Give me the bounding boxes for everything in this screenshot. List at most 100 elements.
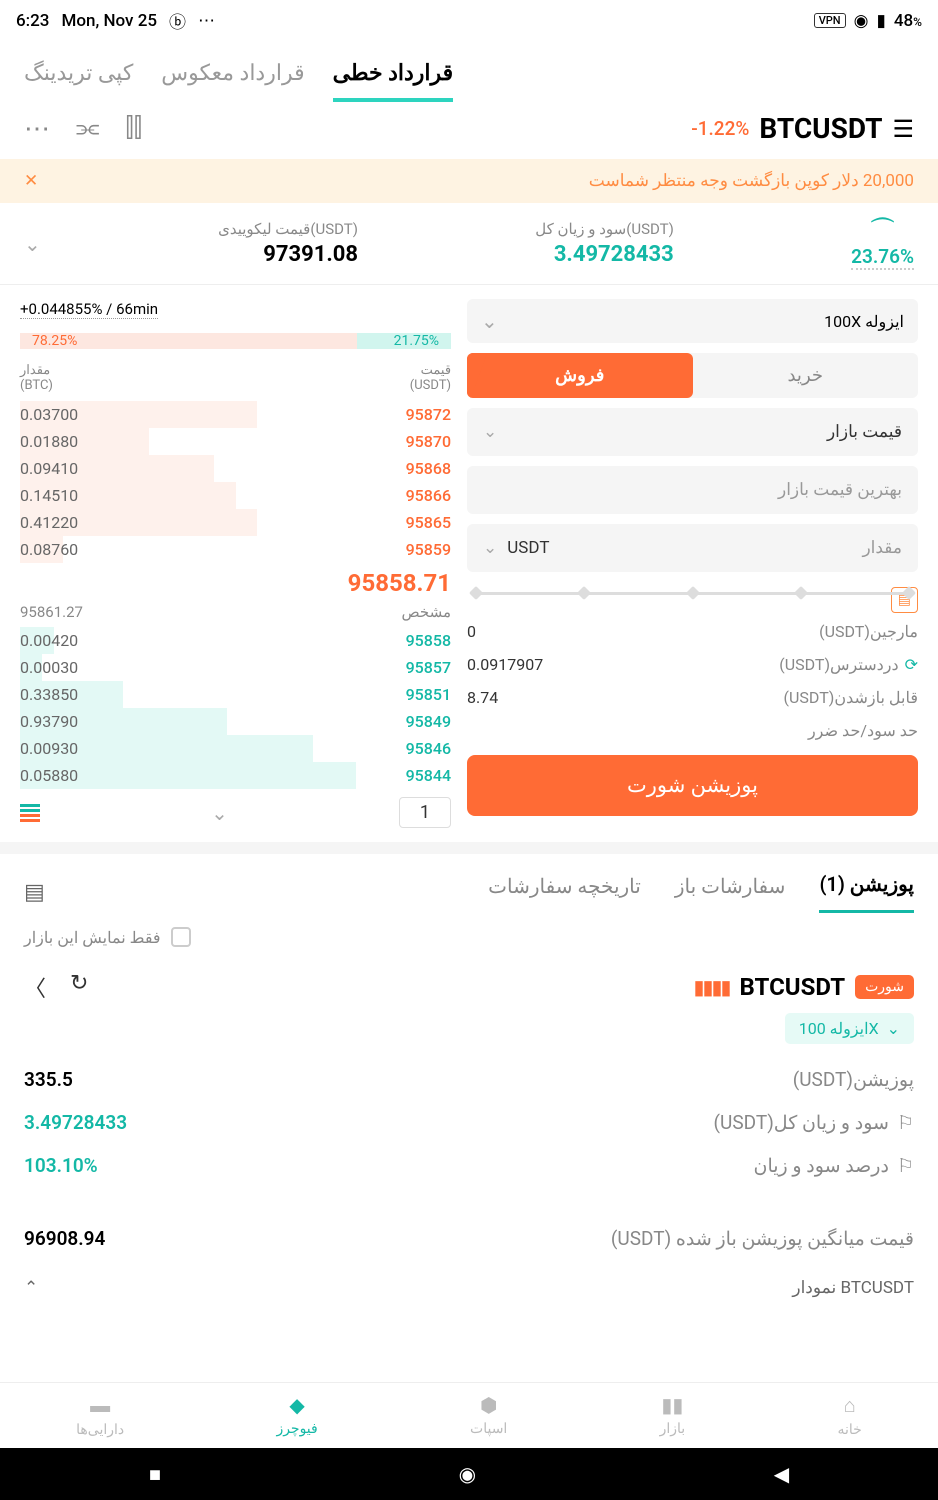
available-label: ⟳دردسترس(USDT) xyxy=(779,655,918,674)
status-bar: 6:23 Mon, Nov 25 ⓑ ⋯ VPN ◉ ▮ 48% xyxy=(0,0,938,41)
ask-row[interactable]: 0.4122095865 xyxy=(20,509,451,536)
nav-futures[interactable]: ◆فیوچرز xyxy=(276,1393,317,1438)
sell-ratio: 78.25% xyxy=(20,333,357,349)
nav-home[interactable]: ⌂خانه xyxy=(838,1393,862,1438)
available-value: 0.0917907 xyxy=(467,655,543,674)
link-icon[interactable]: ⫘ xyxy=(76,113,99,144)
position-size-value: 335.5 xyxy=(24,1068,73,1091)
ask-row[interactable]: 0.1451095866 xyxy=(20,482,451,509)
more-icon[interactable]: ⋯ xyxy=(24,114,50,144)
total-pnl-label: سود و زیان کل(USDT) xyxy=(535,220,674,238)
mark-label: مشخص xyxy=(402,603,451,621)
margin-label: مارجین(USDT) xyxy=(819,622,918,641)
bottom-navigation: ▬دارایی‌ها ◆فیوچرز ⬢اسپات ▮▮بازار ⌂خانه xyxy=(0,1382,938,1448)
notice-close[interactable]: ✕ xyxy=(24,171,38,191)
vpn-icon: VPN xyxy=(814,13,846,28)
buy-ratio: 21.75% xyxy=(357,333,451,349)
bid-row[interactable]: 0.3385095851 xyxy=(20,681,451,708)
android-back[interactable]: ◀ xyxy=(774,1462,789,1486)
clipboard-icon[interactable]: ▤ xyxy=(24,880,45,905)
back-icon[interactable]: 〈 xyxy=(24,971,46,1003)
status-date: Mon, Nov 25 xyxy=(61,11,157,31)
bid-row[interactable]: 0.0588095844 xyxy=(20,762,451,789)
filter-label: فقط نمایش این بازار xyxy=(24,928,161,947)
pair-menu-icon[interactable]: ☰ xyxy=(892,115,914,143)
promo-notice[interactable]: 20,000 دلار کوپن بازگشت وجه منتظر شماست … xyxy=(0,159,938,203)
tab-inverse[interactable]: قرارداد معکوس xyxy=(161,61,304,102)
liquidation-value: 97391.08 xyxy=(218,242,358,267)
contract-tabs: قرارداد خطی قرارداد معکوس کپی تریدینگ xyxy=(0,41,938,102)
last-price[interactable]: 95858.71 xyxy=(20,563,451,603)
bid-row[interactable]: 0.0003095857 xyxy=(20,654,451,681)
chevron-down-icon: ⌄ xyxy=(483,422,497,442)
price-input[interactable]: بهترین قیمت بازار xyxy=(467,466,918,514)
android-home[interactable]: ◉ xyxy=(459,1462,476,1486)
chart-section[interactable]: ⌃ نمودار BTCUSDT xyxy=(0,1270,938,1306)
order-type-selector[interactable]: قیمت بازار ⌄ xyxy=(467,408,918,456)
home-icon: ⌂ xyxy=(844,1393,856,1418)
nav-assets[interactable]: ▬دارایی‌ها xyxy=(76,1393,124,1438)
amount-slider[interactable] xyxy=(471,592,914,595)
bars-icon: ▮▮▮▮ xyxy=(694,975,730,999)
liquidation-label: قیمت لیکوییدی(USDT) xyxy=(218,220,358,238)
android-recent[interactable]: ■ xyxy=(149,1462,161,1487)
position-card: 〈 ↻ شورت BTCUSDT ▮▮▮▮ ایزوله 100X⌄ پوزیش… xyxy=(0,961,938,1270)
expand-icon[interactable]: ⌃ xyxy=(24,1278,38,1298)
tab-linear[interactable]: قرارداد خطی xyxy=(333,61,454,102)
position-leverage[interactable]: ایزوله 100X⌄ xyxy=(785,1013,914,1044)
battery-percent: 48% xyxy=(894,11,922,31)
tab-open-orders[interactable]: سفارشات باز xyxy=(675,874,786,912)
stats-expand-icon[interactable]: ⌄ xyxy=(24,232,41,256)
position-pnl-pct-value: 103.10% xyxy=(24,1154,98,1177)
flag-icon[interactable]: ⚐ xyxy=(897,1154,914,1177)
tab-positions[interactable]: پوزیشن (1) xyxy=(819,872,914,913)
ask-row[interactable]: 0.0188095870 xyxy=(20,428,451,455)
position-pnl-pct-label: ⚐درصد سود و زیان xyxy=(753,1154,914,1177)
avg-price-value: 96908.94 xyxy=(24,1227,105,1250)
bid-row[interactable]: 0.9379095849 xyxy=(20,708,451,735)
bid-row[interactable]: 0.0093095846 xyxy=(20,735,451,762)
refresh-icon[interactable]: ↻ xyxy=(70,971,88,1003)
show-current-checkbox[interactable] xyxy=(171,927,191,947)
open-short-button[interactable]: پوزیشن شورت xyxy=(467,755,918,816)
sell-tab[interactable]: فروش xyxy=(467,353,692,398)
status-time: 6:23 xyxy=(16,11,49,31)
bid-row[interactable]: 0.0042095858 xyxy=(20,627,451,654)
status-more-icon: ⋯ xyxy=(198,11,217,31)
pair-change: -1.22% xyxy=(691,117,749,140)
candles-icon[interactable]: ⫿⫿ xyxy=(125,113,142,144)
ask-row[interactable]: 0.0370095872 xyxy=(20,401,451,428)
market-icon: ▮▮ xyxy=(661,1393,683,1417)
orderbook-view-icon[interactable] xyxy=(20,804,40,822)
speed-icon: ⏜ xyxy=(851,217,914,245)
tab-history[interactable]: تاریخچه سفارشات xyxy=(488,874,641,912)
transfer-icon[interactable]: ⟳ xyxy=(905,655,918,674)
futures-icon: ◆ xyxy=(289,1393,304,1417)
pair-symbol[interactable]: BTCUSDT xyxy=(759,112,882,145)
ask-row[interactable]: 0.0941095868 xyxy=(20,455,451,482)
openable-label: قابل بازشدن(USDT) xyxy=(784,688,918,707)
nav-spot[interactable]: ⬢اسپات xyxy=(470,1393,507,1438)
ratio-bar: 78.25% 21.75% xyxy=(20,329,451,353)
order-form: ایزوله 100X ⌄ فروش خرید قیمت بازار ⌄ بهت… xyxy=(467,299,918,828)
nav-market[interactable]: ▮▮بازار xyxy=(660,1393,686,1438)
ob-qty-chevron[interactable]: ⌄ xyxy=(211,801,228,825)
flag-icon[interactable]: ⚐ xyxy=(897,1111,914,1134)
tab-copy-trading[interactable]: کپی تریدینگ xyxy=(24,61,133,102)
position-size-label: پوزیشن(USDT) xyxy=(793,1068,914,1091)
buy-tab[interactable]: خرید xyxy=(693,353,918,398)
pair-row: ⋯ ⫘ ⫿⫿ -1.22% BTCUSDT ☰ xyxy=(0,102,938,159)
tpsl-label[interactable]: حد سود/حد ضرر xyxy=(808,721,918,740)
notice-text: 20,000 دلار کوپن بازگشت وجه منتظر شماست xyxy=(589,171,914,191)
mark-price: 95861.27 xyxy=(20,603,83,621)
filter-row: فقط نمایش این بازار xyxy=(0,913,938,961)
ask-row[interactable]: 0.0876095859 xyxy=(20,536,451,563)
margin-value: 0 xyxy=(467,622,476,641)
buy-sell-toggle: فروش خرید xyxy=(467,353,918,398)
ob-precision[interactable]: 1 xyxy=(399,797,451,828)
android-navigation: ■ ◉ ◀ xyxy=(0,1448,938,1500)
chevron-down-icon: ⌄ xyxy=(887,1019,900,1038)
amount-input[interactable]: مقدار USDT⌄ xyxy=(467,524,918,572)
funding-rate[interactable]: +0.044855% / 66min xyxy=(20,300,158,319)
leverage-selector[interactable]: ایزوله 100X ⌄ xyxy=(467,299,918,343)
